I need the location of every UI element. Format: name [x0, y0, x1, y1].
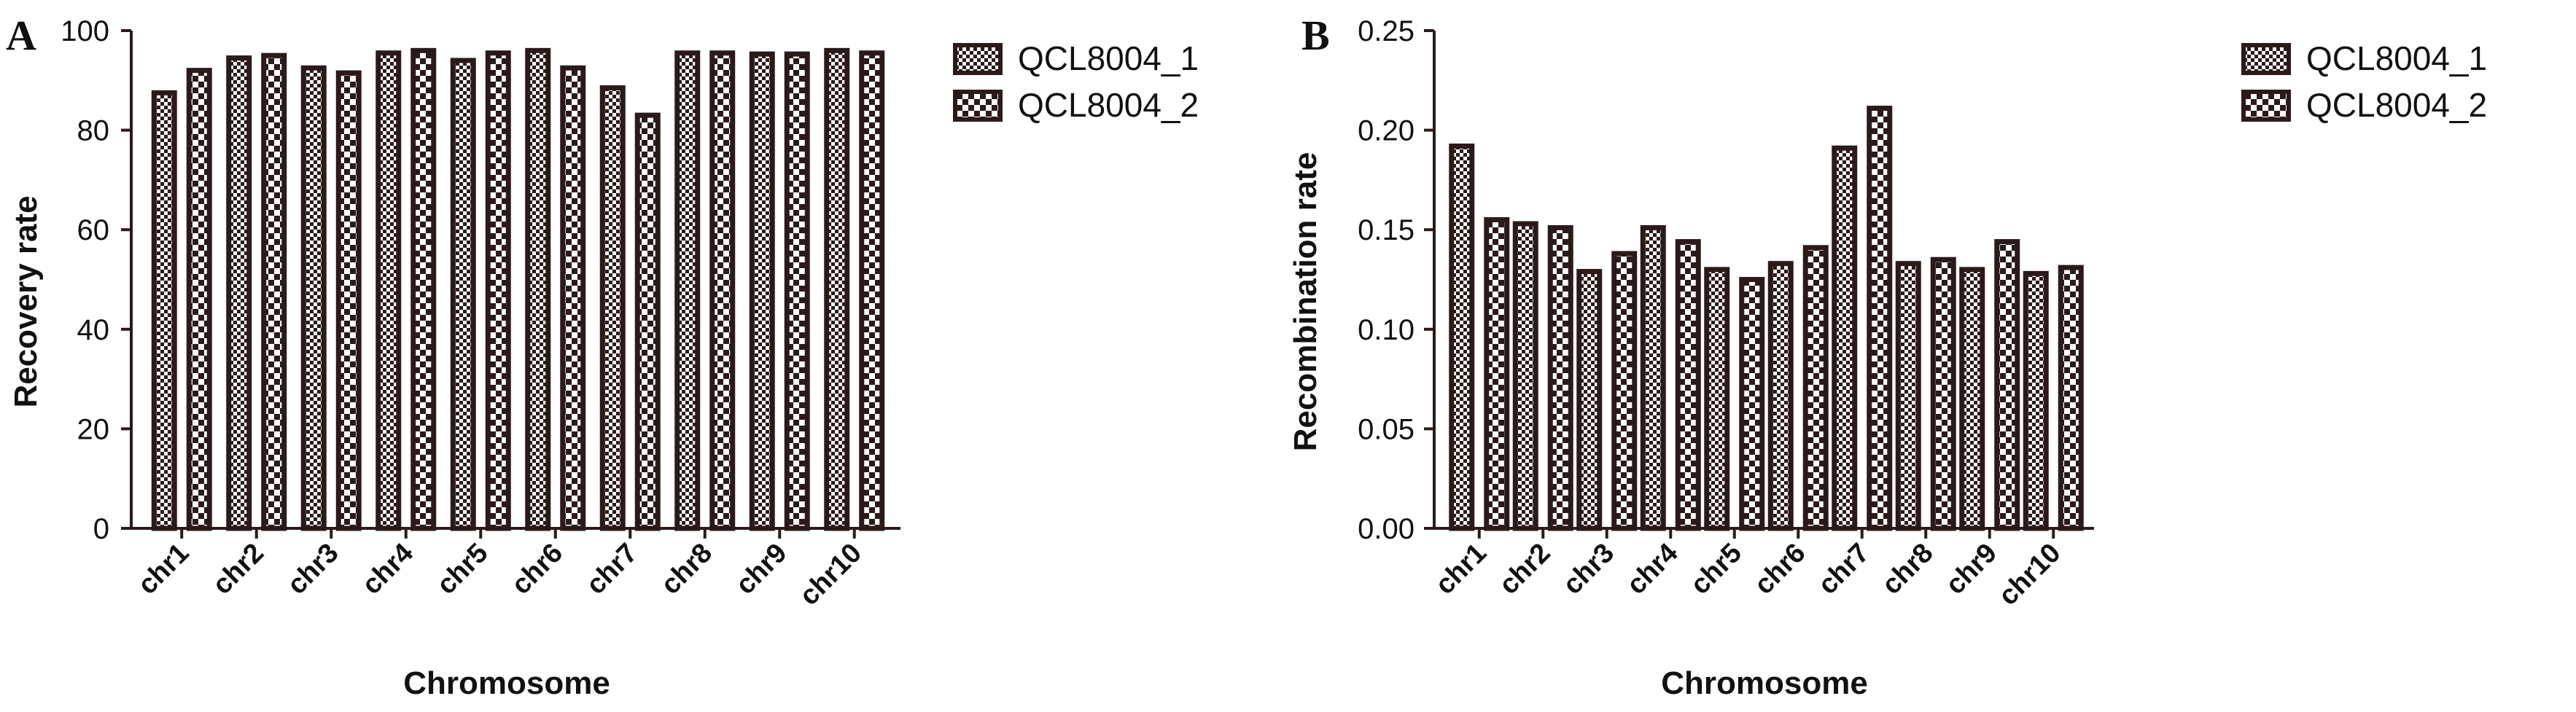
x-tick-label-chr2: chr2 [207, 538, 270, 600]
bar-chr1-series-2 [1484, 217, 1510, 531]
x-tick-label-chr8: chr8 [655, 538, 718, 600]
panel-label: B [1301, 12, 1330, 59]
bar-chr2-series-1 [1512, 221, 1538, 531]
y-tick-label: 0 [93, 513, 109, 545]
bar-chr2-series-2 [261, 52, 287, 531]
x-tick-label-chr3: chr3 [1557, 538, 1620, 600]
bar-chr9-series-1 [749, 51, 775, 531]
x-tick-label-chr6: chr6 [506, 538, 569, 600]
bar-chr10-series-2 [859, 50, 885, 531]
bar-chr7-series-1 [599, 85, 626, 531]
bar-chr4-series-2 [1675, 239, 1701, 531]
bar-chr6-series-1 [525, 47, 551, 531]
legend: QCL8004_1 QCL8004_2 [2241, 39, 2487, 124]
y-tick-label: 80 [77, 115, 110, 147]
x-tick-label-chr4: chr4 [1621, 538, 1684, 600]
bar-chr7-series-2 [1867, 106, 1893, 531]
bar-chr7-series-2 [634, 112, 661, 531]
bar-chr6-series-2 [560, 65, 586, 531]
bar-chr4-series-2 [410, 47, 437, 531]
x-tick-label-chr4: chr4 [357, 538, 419, 600]
y-tick-label: 0.20 [1358, 115, 1415, 147]
x-tick-label-chr5: chr5 [1685, 538, 1748, 600]
x-tick-label-chr3: chr3 [281, 538, 344, 600]
x-tick-label-chr6: chr6 [1748, 538, 1811, 600]
bar-chr3-series-1 [1576, 269, 1603, 531]
panel-b: B Recombination rate Chromosome 0.00 0.05… [1288, 0, 2576, 712]
bar-chr8-series-2 [709, 50, 736, 531]
y-tick-label: 0.15 [1358, 214, 1415, 246]
bar-chr10-series-2 [2058, 265, 2084, 531]
y-tick-label: 0.00 [1358, 513, 1415, 545]
legend-label-1: QCL8004_1 [1018, 39, 1199, 77]
bar-chr9-series-2 [784, 51, 810, 531]
bar-chr2-series-1 [226, 55, 252, 531]
y-tick-label: 60 [77, 214, 110, 246]
y-tick-label: 40 [77, 314, 110, 346]
x-tick-label-chr9: chr9 [730, 538, 793, 600]
bar-chr8-series-1 [1895, 261, 1921, 531]
y-axis-title: Recombination rate [1288, 152, 1323, 452]
bar-chr5-series-2 [485, 50, 511, 531]
panel-a: A Recovery rate Chromosome 0 20 40 60 80 100 c… [6, 12, 1199, 701]
bar-chr3-series-2 [1611, 251, 1638, 531]
recombination-rate-chart: B Recombination rate Chromosome 0.00 0.05… [1288, 12, 2487, 701]
plot-area: 0.00 0.05 0.10 0.15 0.20 0.25 chr1 chr2 chr3 chr4… [1358, 15, 2094, 611]
x-tick-label-chr7: chr7 [580, 538, 643, 600]
y-tick-label: 0.10 [1358, 314, 1415, 346]
plot-area: 0 20 40 60 80 100 chr1 chr2 chr3 chr4 chr5 chr6 chr7… [61, 15, 900, 611]
panel-label: A [6, 12, 36, 59]
bar-chr1-series-1 [151, 90, 177, 531]
x-tick-label-chr10: chr10 [1993, 538, 2066, 611]
legend-label-2: QCL8004_2 [2306, 86, 2487, 124]
bar-chr5-series-2 [1739, 277, 1765, 531]
bar-chr2-series-2 [1547, 224, 1573, 531]
x-tick-label-chr10: chr10 [794, 538, 868, 611]
bar-chr1-series-1 [1449, 143, 1475, 531]
x-tick-label-chr7: chr7 [1813, 538, 1875, 600]
bar-chr10-series-1 [824, 47, 850, 531]
y-tick-label: 100 [61, 15, 109, 47]
x-tick-label-chr2: chr2 [1493, 538, 1556, 600]
bar-chr5-series-1 [1704, 267, 1730, 531]
legend-label-2: QCL8004_2 [1018, 86, 1199, 124]
x-tick-label-chr5: chr5 [431, 538, 494, 600]
x-tick-label-chr1: chr1 [1430, 538, 1493, 600]
bar-chr3-series-1 [300, 65, 327, 531]
bar-chr6-series-1 [1767, 261, 1794, 531]
bar-chr9-series-1 [1959, 267, 1985, 531]
bar-chr8-series-2 [1930, 257, 1956, 531]
legend: QCL8004_1 QCL8004_2 [953, 39, 1199, 124]
y-tick-label: 20 [77, 413, 110, 445]
y-tick-label: 0.25 [1358, 15, 1415, 47]
bar-chr6-series-2 [1802, 245, 1829, 531]
bar-chr8-series-1 [674, 50, 701, 531]
bar-chr5-series-1 [450, 58, 476, 531]
legend-swatch-1 [2241, 43, 2291, 75]
legend-swatch-2 [2241, 90, 2291, 122]
bar-chr4-series-1 [375, 50, 402, 531]
x-tick-label-chr8: chr8 [1876, 538, 1939, 600]
bar-chr10-series-1 [2023, 270, 2049, 531]
bar-chr3-series-2 [335, 70, 362, 531]
x-tick-label-chr1: chr1 [132, 538, 195, 600]
bar-chr9-series-2 [1994, 239, 2020, 531]
legend-label-1: QCL8004_1 [2306, 39, 2487, 77]
bar-chr4-series-1 [1640, 224, 1666, 531]
y-tick-label: 0.05 [1358, 413, 1415, 445]
x-axis-title: Chromosome [403, 665, 610, 701]
x-axis-title: Chromosome [1661, 665, 1868, 701]
legend-swatch-2 [953, 90, 1003, 122]
legend-swatch-1 [953, 43, 1003, 75]
y-axis-title: Recovery rate [8, 195, 44, 407]
bar-chr7-series-1 [1832, 145, 1858, 531]
recovery-rate-chart: A Recovery rate Chromosome 0 20 40 60 80 100 c… [6, 12, 1199, 701]
bar-chr1-series-2 [186, 68, 212, 531]
